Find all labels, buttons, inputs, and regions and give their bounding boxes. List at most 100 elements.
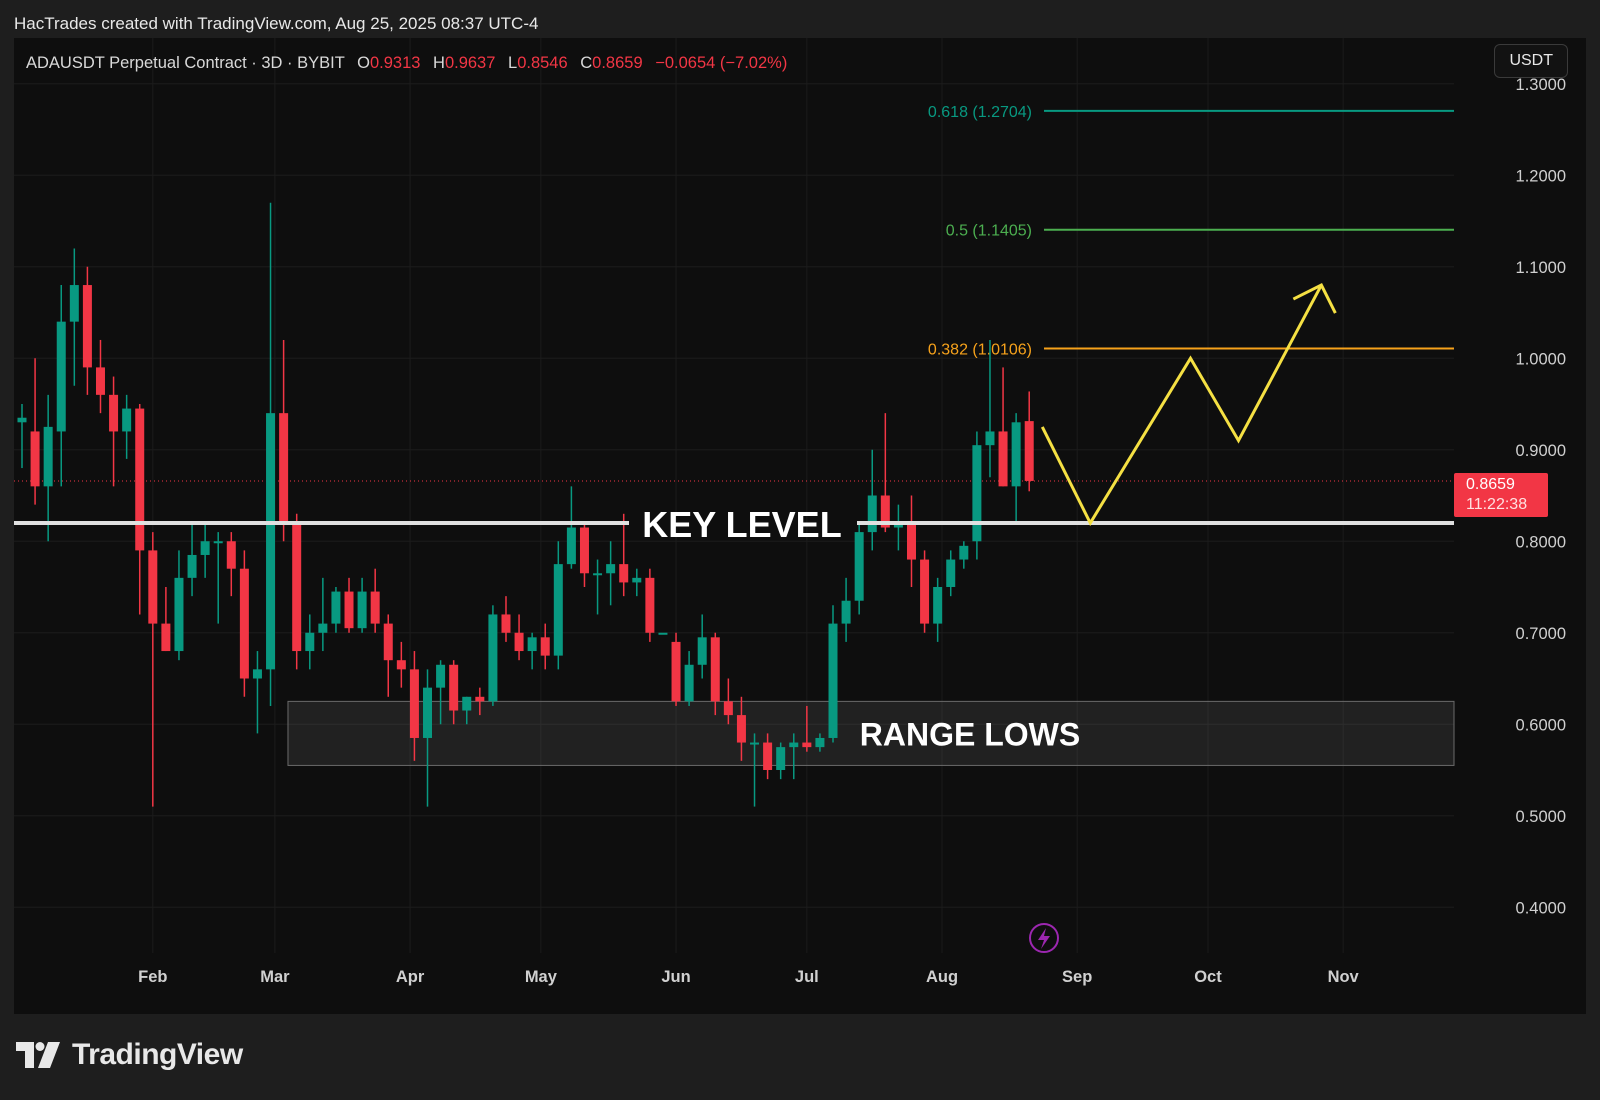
candle-body	[30, 431, 40, 487]
candle-body	[213, 541, 223, 544]
candle-body	[423, 687, 433, 738]
candle-body	[880, 495, 890, 528]
brand-name: TradingView	[72, 1038, 243, 1071]
candle-body	[331, 591, 341, 624]
y-tick-label: 0.9000	[1516, 442, 1566, 460]
fib-level-label: 0.382 (1.0106)	[928, 342, 1032, 359]
x-tick-label: May	[525, 968, 558, 986]
candle-body	[959, 545, 969, 560]
change-value: −0.0654 (−7.02%)	[655, 54, 788, 72]
candle-body	[1024, 421, 1034, 481]
candle-body	[841, 600, 851, 624]
candle-body	[697, 637, 707, 665]
high-label: H	[433, 54, 445, 72]
candle-body	[148, 550, 158, 624]
candle-body	[527, 637, 537, 652]
ohlc-legend: ADAUSDT Perpetual Contract · 3D · BYBIT …	[26, 54, 787, 73]
projection-path	[1040, 284, 1323, 527]
y-tick-label: 0.5000	[1516, 808, 1566, 826]
candle-body	[279, 413, 289, 523]
price-chart[interactable]: 1.3000 1.2000 1.1000 1.0000 0.9000 0.8000 0.70…	[14, 38, 1586, 1014]
candle-body	[357, 591, 367, 629]
x-tick-label: Jul	[795, 968, 819, 986]
candle-body	[593, 573, 603, 576]
range-lows-label: RANGE LOWS	[860, 716, 1080, 752]
open-label: O	[357, 54, 370, 72]
y-tick-label: 0.6000	[1516, 716, 1566, 734]
candle-body	[566, 527, 576, 565]
candle-body	[187, 554, 197, 578]
candle-body	[17, 417, 27, 423]
candle-body	[109, 394, 119, 432]
x-tick-label: Mar	[260, 968, 290, 986]
current-price-value: 0.8659	[1466, 476, 1515, 493]
currency-button[interactable]: USDT	[1494, 44, 1568, 78]
candle-body	[409, 669, 419, 738]
candle-body	[723, 701, 733, 716]
candle-body	[985, 431, 995, 446]
candle-body	[906, 522, 916, 560]
candle-body	[174, 577, 184, 652]
candle-body	[344, 591, 354, 629]
symbol-description: ADAUSDT Perpetual Contract · 3D · BYBIT	[26, 54, 345, 72]
y-tick-label: 0.4000	[1516, 899, 1566, 917]
candle-body	[684, 664, 694, 702]
candle-body	[292, 522, 302, 652]
key-level-label: KEY LEVEL	[642, 504, 841, 545]
tradingview-brand[interactable]: TradingView	[16, 1038, 243, 1072]
candle-body	[606, 564, 616, 574]
candle-body	[619, 564, 629, 583]
candle-body	[370, 591, 380, 624]
candle-body	[56, 321, 66, 432]
lightning-icon	[1029, 923, 1059, 953]
chart-panel[interactable]: 1.3000 1.2000 1.1000 1.0000 0.9000 0.8000 0.70…	[14, 38, 1586, 1014]
candle-body	[632, 577, 642, 583]
candle-body	[69, 285, 79, 322]
candle-body	[579, 527, 589, 574]
low-value: 0.8546	[517, 54, 568, 72]
current-price-tag	[1454, 472, 1548, 517]
countdown-timer: 11:22:38	[1466, 496, 1527, 513]
x-tick-label: Apr	[396, 968, 425, 986]
candle-body	[802, 742, 812, 748]
candle-body	[514, 632, 524, 652]
fib-level-label: 0.5 (1.1405)	[946, 223, 1032, 240]
x-tick-label: Jun	[661, 968, 690, 986]
open-value: 0.9313	[369, 54, 421, 72]
candle-body	[540, 637, 550, 656]
candle-body	[436, 664, 446, 688]
candle-body	[122, 408, 132, 432]
candle-body	[972, 445, 982, 542]
candle-body	[736, 715, 746, 743]
candle-body	[383, 623, 393, 661]
high-value: 0.9637	[444, 54, 496, 72]
x-tick-label: Aug	[926, 968, 958, 986]
lightning-bolt-icon	[1038, 928, 1050, 949]
candle-body	[161, 623, 171, 652]
candle-body	[645, 577, 655, 633]
candle-body	[226, 541, 236, 569]
fib-level-label: 0.618 (1.2704)	[928, 104, 1032, 121]
x-tick-label: Feb	[138, 968, 167, 986]
candle-body	[82, 285, 92, 368]
candle-body	[893, 522, 903, 528]
close-value: 0.8659	[592, 54, 643, 72]
range-lows-box	[287, 700, 1455, 766]
candle-body	[776, 747, 786, 770]
candle-body	[475, 696, 485, 702]
candle-body	[252, 669, 262, 679]
candle-body	[789, 742, 799, 748]
candle-body	[815, 737, 825, 748]
candle-body	[671, 641, 681, 702]
candle-body	[920, 559, 930, 624]
candle-body	[867, 495, 877, 533]
projection-arrow-head	[1292, 283, 1337, 314]
chart-credit: HacTrades created with TradingView.com, …	[14, 14, 539, 33]
x-tick-label: Oct	[1194, 968, 1222, 986]
close-label: C	[580, 54, 593, 72]
candle-body	[200, 541, 210, 555]
candle-body	[933, 587, 943, 624]
candle-body	[318, 623, 328, 633]
candle-body	[501, 614, 511, 633]
y-tick-label: 0.7000	[1516, 625, 1566, 643]
